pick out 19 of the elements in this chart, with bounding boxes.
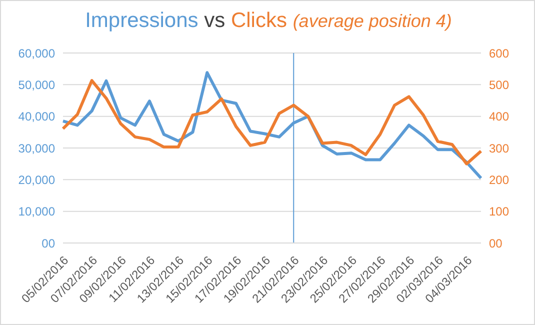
y-tick-label: 00 [42,236,56,250]
y-tick-label: 30,000 [18,141,56,156]
y-tick-label: 20,000 [18,172,56,187]
y-tick-label: 40,000 [18,110,56,124]
y-tick-label: 60,000 [18,46,56,60]
y2-tick-label: 200 [489,172,510,187]
line-series [62,79,482,166]
y2-tick-label: 500 [489,78,510,92]
chart-title: vs [204,9,226,32]
y2-tick-label: 00 [489,236,503,250]
y2-tick-label: 100 [489,204,510,219]
y2-tick-label: 600 [489,46,510,60]
y-tick-label: 50,000 [18,78,56,92]
y-tick-label: 10,000 [18,204,56,219]
chart-subtitle: (average position 4) [292,11,452,31]
y2-tick-label: 400 [489,110,510,124]
series-label: Impressions [85,9,198,32]
y2-tick-label: 300 [489,141,510,156]
text: Clicks [230,9,287,32]
